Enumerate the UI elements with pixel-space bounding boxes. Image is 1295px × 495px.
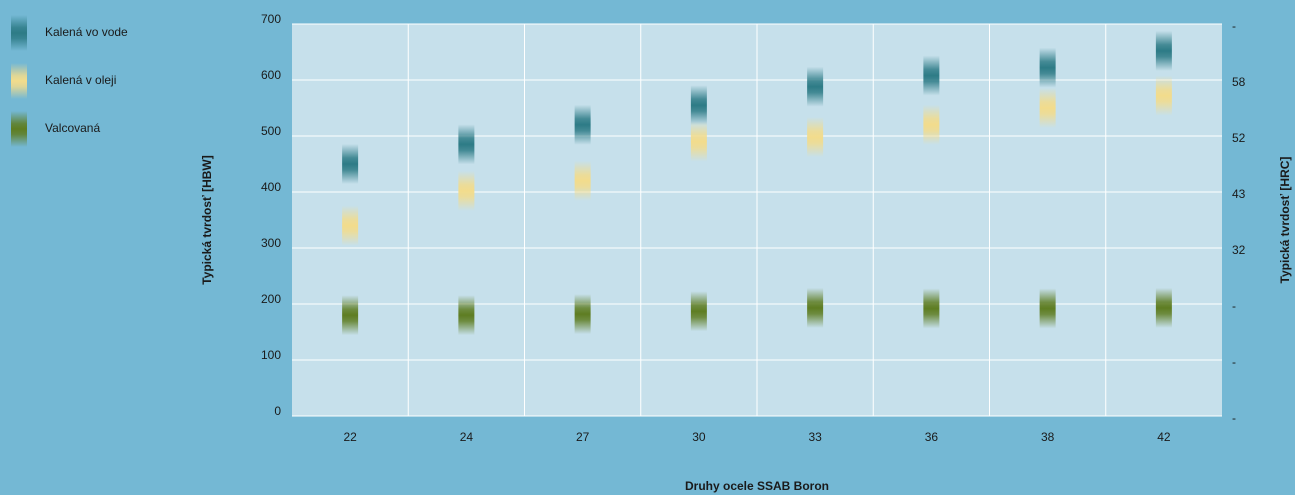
marker — [342, 144, 359, 184]
marker — [690, 291, 707, 332]
y-axis-title: Typická tvrdosť [HBW] — [200, 155, 214, 285]
marker — [690, 85, 707, 126]
y2-axis-title: Typická tvrdosť [HRC] — [1278, 157, 1292, 284]
marker — [1039, 47, 1056, 88]
marker — [923, 288, 940, 329]
marker — [574, 294, 591, 335]
legend-marker — [11, 63, 27, 99]
marker — [807, 66, 824, 107]
marker — [458, 124, 475, 165]
x-tick-label: 22 — [343, 430, 357, 444]
y-tick-label: 100 — [261, 348, 281, 362]
marker — [923, 55, 940, 96]
x-tick-label: 24 — [460, 430, 474, 444]
marker — [1155, 75, 1172, 116]
marker — [807, 287, 824, 328]
x-tick-label: 38 — [1041, 430, 1055, 444]
x-tick-label: 42 — [1157, 430, 1171, 444]
x-tick-label: 36 — [925, 430, 939, 444]
x-tick-label: 33 — [808, 430, 822, 444]
y2-tick-label: 58 — [1232, 75, 1246, 89]
y2-tick-label: - — [1232, 19, 1236, 33]
marker — [574, 104, 591, 145]
y2-tick-label: 32 — [1232, 243, 1246, 257]
marker — [458, 170, 475, 211]
y-tick-label: 500 — [261, 124, 281, 138]
legend-label: Kalená v oleji — [45, 73, 116, 87]
y-tick-label: 700 — [261, 12, 281, 26]
marker — [1039, 88, 1056, 128]
marker — [1039, 288, 1056, 329]
y-tick-label: 0 — [274, 404, 281, 418]
y-tick-label: 400 — [261, 180, 281, 194]
marker — [807, 117, 824, 158]
legend-label: Kalená vo vode — [45, 25, 128, 39]
y2-tick-label: - — [1232, 411, 1236, 425]
marker — [1155, 287, 1172, 328]
marker — [342, 295, 359, 336]
legend-label: Valcovaná — [45, 121, 100, 135]
y2-tick-label: 52 — [1232, 131, 1246, 145]
marker — [342, 205, 359, 246]
y2-tick-label: - — [1232, 299, 1236, 313]
marker — [574, 160, 591, 201]
y-tick-label: 200 — [261, 292, 281, 306]
marker — [690, 121, 707, 162]
y2-tick-label: - — [1232, 355, 1236, 369]
marker — [1155, 30, 1172, 71]
y-tick-label: 300 — [261, 236, 281, 250]
marker — [923, 104, 940, 145]
y-tick-label: 600 — [261, 68, 281, 82]
legend-marker — [11, 15, 27, 51]
x-tick-label: 30 — [692, 430, 706, 444]
marker — [458, 295, 475, 336]
y2-tick-label: 43 — [1232, 187, 1246, 201]
x-axis-title: Druhy ocele SSAB Boron — [685, 479, 829, 493]
legend-marker — [11, 111, 27, 147]
x-tick-label: 27 — [576, 430, 590, 444]
